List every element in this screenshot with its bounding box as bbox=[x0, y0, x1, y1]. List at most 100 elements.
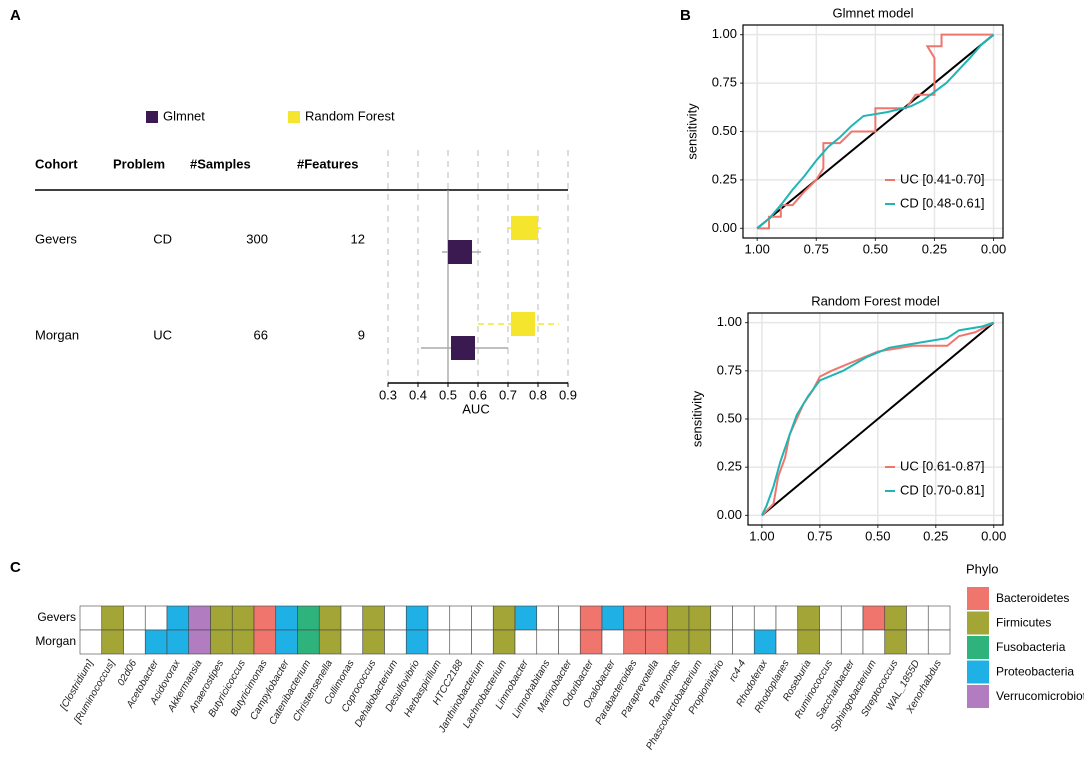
heat-cell bbox=[862, 629, 886, 655]
heat-cell bbox=[688, 605, 712, 631]
heat-cell bbox=[819, 605, 842, 631]
heat-cell bbox=[427, 629, 451, 655]
heat-cell bbox=[927, 629, 951, 655]
heat-cell bbox=[318, 629, 342, 655]
legend-label: Bacteroidetes bbox=[996, 591, 1069, 605]
heat-cell bbox=[101, 629, 124, 655]
heat-cell bbox=[449, 605, 472, 631]
x-tick-label: 0.50 bbox=[865, 528, 890, 543]
heat-cell bbox=[297, 605, 320, 631]
x-tick-label: 0.75 bbox=[807, 528, 832, 543]
heat-cell bbox=[906, 605, 929, 631]
heat-cell bbox=[558, 605, 581, 631]
table-header: #Samples bbox=[190, 156, 251, 171]
legend-label: UC [0.41-0.70] bbox=[900, 171, 985, 186]
y-tick-label: 0.50 bbox=[717, 410, 742, 425]
heat-cell bbox=[123, 629, 146, 655]
legend-swatch bbox=[967, 611, 989, 635]
chart-title: Random Forest model bbox=[811, 293, 940, 308]
heat-cell bbox=[927, 605, 951, 631]
y-tick-label: 0.75 bbox=[712, 75, 737, 90]
plot-border bbox=[742, 24, 1004, 239]
heat-cell bbox=[536, 629, 559, 655]
heat-cell bbox=[688, 629, 712, 655]
heat-cell bbox=[884, 605, 907, 631]
heat-cell bbox=[340, 629, 364, 655]
legend-label: Verrucomicrobiota bbox=[996, 689, 1084, 703]
y-tick-label: 0.00 bbox=[717, 507, 742, 522]
legend-label: Random Forest bbox=[305, 108, 395, 123]
heat-cell bbox=[884, 629, 907, 655]
y-tick-label: 0.00 bbox=[712, 220, 737, 235]
heat-cell bbox=[275, 629, 298, 655]
heat-cell bbox=[645, 605, 668, 631]
x-tick-label: 0.75 bbox=[804, 241, 829, 256]
heat-cell bbox=[166, 605, 190, 631]
x-tick-label: 0.9 bbox=[559, 387, 577, 402]
x-tick-label: 0.8 bbox=[529, 387, 547, 402]
legend-swatch bbox=[967, 636, 989, 659]
table-header: #Features bbox=[297, 156, 358, 171]
x-tick-label: 0.5 bbox=[439, 387, 457, 402]
heat-cell bbox=[710, 605, 733, 631]
heat-cell bbox=[862, 605, 886, 631]
heat-cell bbox=[775, 605, 799, 631]
x-tick-label: 0.25 bbox=[923, 528, 948, 543]
box bbox=[511, 312, 535, 336]
heat-cell bbox=[732, 629, 755, 655]
legend-label: CD [0.70-0.81] bbox=[900, 482, 985, 497]
heat-cell bbox=[405, 629, 429, 655]
panel-label: B bbox=[680, 7, 691, 24]
y-axis-label: sensitivity bbox=[689, 390, 704, 447]
heat-cell bbox=[427, 605, 451, 631]
legend-label: Proteobacteria bbox=[996, 665, 1074, 679]
heat-cell bbox=[514, 605, 538, 631]
heat-cell bbox=[297, 629, 320, 655]
x-tick-label: 0.25 bbox=[922, 241, 947, 256]
x-tick-label: 0.3 bbox=[379, 387, 397, 402]
heat-cell bbox=[210, 629, 233, 655]
table-cell: 300 bbox=[246, 231, 268, 246]
x-tick-label: 0.00 bbox=[981, 241, 1006, 256]
x-tick-label: 0.00 bbox=[981, 528, 1006, 543]
legend-swatch bbox=[967, 660, 989, 684]
y-tick-label: 0.50 bbox=[712, 123, 737, 138]
table-cell: 12 bbox=[351, 231, 365, 246]
heat-cell bbox=[645, 629, 668, 655]
panel-label: C bbox=[10, 559, 21, 576]
heat-cell bbox=[579, 629, 603, 655]
heat-cell bbox=[188, 629, 211, 655]
heat-cell bbox=[732, 605, 755, 631]
roc-curve bbox=[757, 33, 994, 230]
heat-cell bbox=[79, 605, 103, 631]
legend-title: Phylo bbox=[966, 561, 999, 576]
y-tick-label: 1.00 bbox=[717, 314, 742, 329]
x-axis-label: AUC bbox=[462, 401, 489, 416]
column-label: rc4-4 bbox=[727, 658, 748, 684]
roc-curve bbox=[761, 321, 995, 516]
roc-curve bbox=[756, 33, 995, 230]
y-tick-label: 0.25 bbox=[712, 171, 737, 186]
table-cell: 9 bbox=[358, 327, 365, 342]
heat-cell bbox=[384, 605, 407, 631]
heat-cell bbox=[753, 605, 777, 631]
y-tick-label: 0.75 bbox=[717, 362, 742, 377]
box bbox=[511, 216, 538, 240]
table-cell: CD bbox=[153, 231, 172, 246]
roc-curve bbox=[761, 321, 995, 517]
heat-cell bbox=[144, 629, 168, 655]
table-header: Problem bbox=[113, 156, 165, 171]
panel-label: A bbox=[10, 7, 21, 24]
heat-cell bbox=[144, 605, 168, 631]
x-tick-label: 1.00 bbox=[749, 528, 774, 543]
heat-cell bbox=[231, 605, 255, 631]
x-tick-label: 0.50 bbox=[863, 241, 888, 256]
heat-cell bbox=[253, 605, 277, 631]
heat-cell bbox=[906, 629, 929, 655]
y-tick-label: 1.00 bbox=[712, 26, 737, 41]
heat-cell bbox=[666, 605, 690, 631]
heat-cell bbox=[840, 629, 864, 655]
x-tick-label: 0.7 bbox=[499, 387, 517, 402]
legend-label: Glmnet bbox=[163, 108, 205, 123]
heat-cell bbox=[623, 605, 646, 631]
